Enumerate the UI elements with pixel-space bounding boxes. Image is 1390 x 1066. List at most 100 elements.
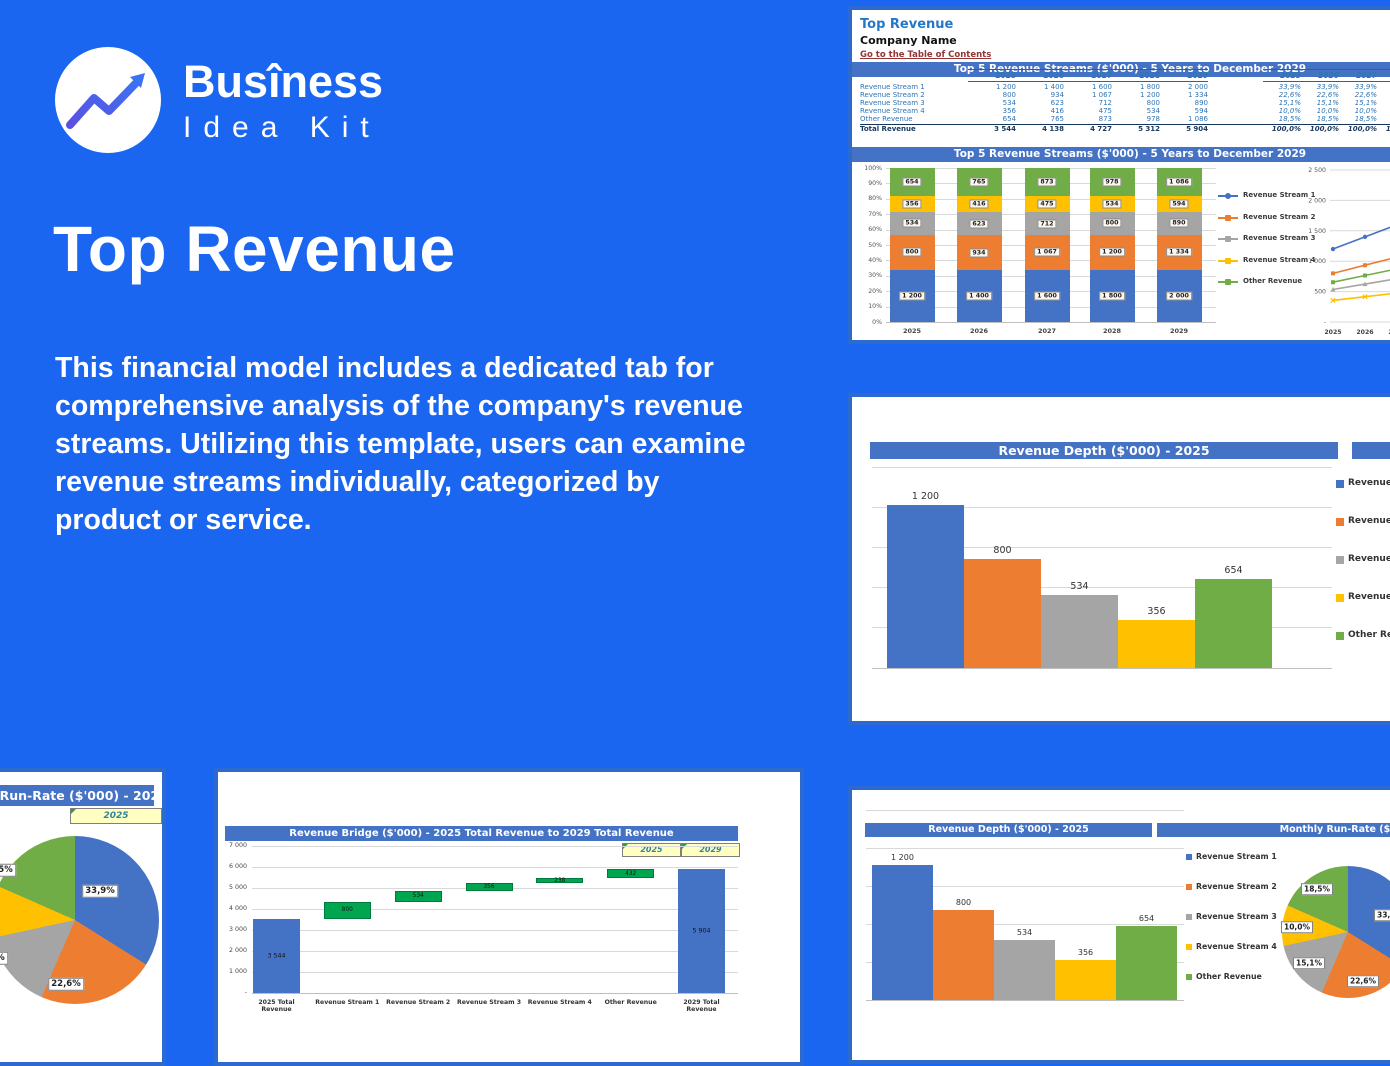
table-cell: 3 544 <box>994 125 1016 133</box>
y-tick-label: 5 000 <box>228 884 247 891</box>
table-cell: 5 904 <box>1186 125 1208 133</box>
bridge-year-to: 2029 <box>699 845 722 854</box>
bar-label: 356 <box>1077 947 1094 957</box>
table-cell: 33,9% <box>1278 83 1301 91</box>
y-tick-label: 100% <box>864 164 882 172</box>
table-cell: 2027 <box>1339 69 1377 82</box>
table-cell: 1 600 <box>1091 83 1112 91</box>
year-selector-value: 2025 <box>103 811 129 821</box>
delta-bar <box>607 869 655 879</box>
legend-label: Revenue Stream 4 <box>1196 942 1277 951</box>
bar-segment-label: 800 <box>902 247 922 257</box>
depth-runrate-screenshot: Revenue Depth ($'000) - 2025 Monthly Run… <box>848 786 1390 1064</box>
gridline <box>252 909 738 910</box>
bar-label: 356 <box>1147 605 1166 617</box>
y-tick-label: 2 000 <box>228 947 247 954</box>
toc-link[interactable]: Go to the Table of Contents <box>860 50 992 60</box>
table-cell: 1 200 <box>1139 91 1160 99</box>
y-tick-label: 7 000 <box>228 842 247 849</box>
table-row: Other Revenue 654 765 873 978 1 086 18,5% 18,5%… <box>860 115 1390 123</box>
x-tick-label: 2028 <box>1102 327 1122 335</box>
pie-slice-label: 18,5% <box>0 863 16 877</box>
table-cell: 15,1% <box>1278 99 1301 107</box>
year-selector-cell[interactable]: 2025 <box>70 808 162 824</box>
bar-segment-label: 2 000 <box>1166 291 1192 301</box>
table-cell: 100,0% <box>1377 125 1390 134</box>
legend-label: Revenue Stream 4 <box>1243 255 1316 264</box>
table-cell: 416 <box>1050 107 1064 115</box>
table-row: Revenue Stream 1 1 200 1 400 1 600 1 800 2 00… <box>860 83 1390 91</box>
legend-item: Revenue Stream 2 <box>1336 516 1390 528</box>
table-cell: 1 800 <box>1139 83 1160 91</box>
table-row: Total Revenue 3 544 4 138 4 727 5 312 5 904 10… <box>860 124 1390 135</box>
legend-label: Other Revenue <box>1196 972 1262 981</box>
table-cell: 33,9% <box>1316 83 1339 91</box>
bar-segment-label: 1 067 <box>1034 247 1060 257</box>
total-bar <box>678 869 725 993</box>
legend-marker <box>1336 480 1344 488</box>
table-cell: 2028 <box>1112 69 1160 82</box>
table-cell: 1 400 <box>1043 83 1064 91</box>
table-row: Revenue Stream 4 356 416 475 534 594 10,0% 10,0… <box>860 107 1390 115</box>
sheet-title: Top Revenue <box>860 17 954 32</box>
table-cell: 2026 <box>1301 69 1339 82</box>
legend-item: Revenue Stream 4 <box>1218 255 1316 267</box>
legend-marker <box>1225 257 1231 264</box>
table-cell: 100,0% <box>1347 125 1377 133</box>
legend-item: Revenue Stream 3 <box>1218 233 1316 245</box>
table-cell: 534 <box>1146 107 1160 115</box>
pie-slice-label: 33,9% <box>1373 909 1390 921</box>
bar-segment-label: 890 <box>1169 218 1189 228</box>
table-cell: 356 <box>1002 107 1016 115</box>
bar <box>933 910 994 1000</box>
legend-item: Other Revenue <box>1336 630 1390 642</box>
svg-text:2027: 2027 <box>1388 329 1390 336</box>
y-tick-label: 30% <box>868 272 882 280</box>
x-tick-label: Revenue Stream 3 <box>456 999 522 1006</box>
pie-slice-label: 22,6% <box>48 977 84 991</box>
gridline <box>252 930 738 931</box>
legend-label: Revenue Stream 3 <box>1243 234 1316 242</box>
x-tick-label: 2029 <box>1169 327 1189 335</box>
bar <box>887 505 964 668</box>
bar-segment-label: 765 <box>969 177 989 187</box>
bar-segment-label: 594 <box>1169 199 1189 209</box>
bar-label: 5 904 <box>692 927 711 935</box>
legend-item: Revenue Stream 1 <box>1336 478 1390 490</box>
bar <box>994 939 1055 1000</box>
table-cell: 2025 <box>968 69 1016 82</box>
revenue-table: 202520262027202820292025202620272028Reve… <box>860 69 1390 144</box>
table-cell: 890 <box>1194 99 1208 107</box>
table-cell: Revenue Stream 1 <box>860 83 925 91</box>
table-cell: 5 312 <box>1138 125 1160 133</box>
gridline <box>872 507 1332 508</box>
pie-slice-label: 10,0% <box>1280 921 1314 933</box>
delta-bar <box>536 878 584 884</box>
chart-banner: Top 5 Revenue Streams ($'000) - 5 Years … <box>852 147 1390 162</box>
bar-segment-label: 475 <box>1037 199 1057 209</box>
gridline <box>872 467 1332 468</box>
legend-item: Revenue Stream 3 <box>1186 912 1306 924</box>
bar-segment-label: 1 086 <box>1166 177 1192 187</box>
table-cell: 654 <box>1002 115 1016 123</box>
bar-label: 432 <box>625 870 637 877</box>
y-tick-label: 70% <box>868 210 882 218</box>
table-row: Revenue Stream 2 800 934 1 067 1 200 1 334 22,… <box>860 91 1390 99</box>
bar-segment-label: 534 <box>902 218 922 228</box>
legend-item: Revenue Stream 1 <box>1186 852 1306 864</box>
table-cell: 4 727 <box>1090 125 1112 133</box>
bar <box>1055 959 1116 1000</box>
legend-label: Revenue Stream 1 <box>1243 191 1316 199</box>
bar-label: 238 <box>554 877 566 884</box>
pie-slice-label: 33,9% <box>82 884 118 898</box>
x-tick-label: 2025 <box>902 327 922 335</box>
legend-marker <box>1186 884 1192 890</box>
page-description: This financial model includes a dedicate… <box>55 351 746 536</box>
spreadsheet-screenshot: Top Revenue Company Name Go to the Table… <box>848 6 1390 344</box>
legend-marker <box>1186 944 1192 950</box>
gridline <box>866 924 1184 925</box>
page-title: Top Revenue <box>53 213 456 285</box>
gridline <box>252 993 738 994</box>
table-cell: 22,6% <box>1354 91 1377 99</box>
bar-label: 534 <box>412 893 424 900</box>
